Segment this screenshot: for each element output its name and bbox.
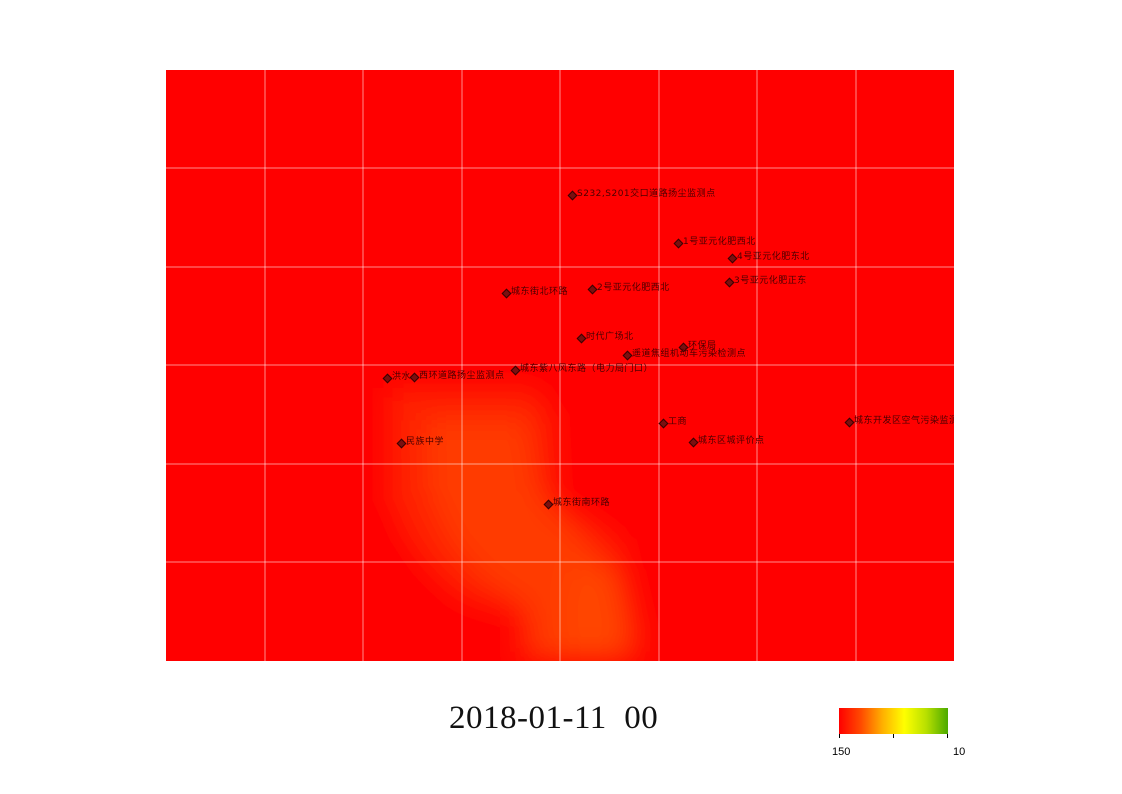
station-label: 遥道焦组机动车污染检测点 bbox=[632, 349, 747, 359]
pollution-map: S232,S201交口道路扬尘监测点 1号亚元化肥西北 4号亚元化肥东北 3号亚元化肥… bbox=[166, 70, 954, 661]
station-label: 3号亚元化肥正东 bbox=[734, 276, 807, 286]
station-label: 时代广场北 bbox=[586, 332, 634, 342]
station-label: 城东街南环路 bbox=[553, 498, 611, 508]
station-label: 城东区城评价点 bbox=[698, 436, 765, 446]
timestamp-label: 2018-01-11 00 bbox=[449, 700, 659, 736]
heatmap-canvas bbox=[166, 70, 954, 661]
station-label: 1号亚元化肥西北 bbox=[683, 237, 756, 247]
station-label: 民族中学 bbox=[406, 437, 445, 447]
legend-min-label: 150 bbox=[832, 746, 851, 758]
station-label: 2号亚元化肥西北 bbox=[597, 283, 670, 293]
station-label: 洪水 bbox=[392, 372, 412, 382]
station-label: 工商 bbox=[668, 417, 688, 427]
legend-tick-mid bbox=[893, 734, 894, 738]
station-label: 4号亚元化肥东北 bbox=[737, 252, 810, 262]
station-label: 城东街北环路 bbox=[511, 287, 569, 297]
legend-max-label: 10 bbox=[953, 746, 966, 758]
station-label: 城东开发区空气污染监测点 bbox=[854, 416, 954, 426]
station-label: 西环道路扬尘监测点 bbox=[419, 371, 505, 381]
station-label: 环保局 bbox=[688, 341, 717, 351]
map-grid bbox=[166, 70, 954, 661]
legend-tick-min bbox=[839, 734, 840, 738]
station-label: S232,S201交口道路扬尘监测点 bbox=[577, 189, 716, 199]
color-legend-bar bbox=[839, 708, 948, 734]
station-label: 城东紫八风东路（电力局门口） bbox=[520, 364, 654, 374]
pollution-hotspot bbox=[388, 388, 644, 661]
legend-tick-max bbox=[947, 734, 948, 738]
